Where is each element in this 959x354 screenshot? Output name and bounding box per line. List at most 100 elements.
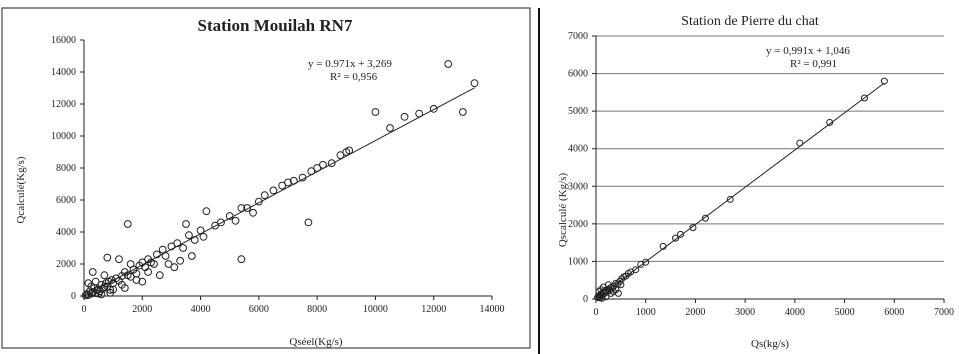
- chart-2-title: Station de Pierre du chat: [681, 14, 819, 29]
- chart-1-point: [150, 260, 158, 268]
- chart-1-title: Station Mouilah RN7: [198, 16, 353, 35]
- chart-1-point: [345, 146, 354, 155]
- chart-1-r2: R² = 0,956: [330, 71, 378, 83]
- chart-2-x-tick-label: 2000: [685, 307, 705, 318]
- chart-2-y-tick-label: 0: [583, 294, 588, 305]
- chart-1-x-tick-label: 4000: [191, 304, 211, 315]
- chart-1-y-tick-label: 2000: [56, 259, 76, 270]
- chart-1-x-tick-label: 12000: [421, 304, 446, 315]
- chart-2-point: [689, 224, 697, 232]
- chart-1-xlabel: Qséel(Kg/s): [289, 336, 342, 348]
- chart-1-point: [304, 218, 313, 227]
- chart-1-equation: y = 0.971x + 3,269: [308, 58, 392, 70]
- chart-1-point: [202, 207, 211, 216]
- chart-2-y-tick-label: 3000: [568, 181, 588, 192]
- chart-2-point: [860, 94, 868, 102]
- chart-1-point: [185, 231, 193, 240]
- chart-2-equation: y = 0,991x + 1,046: [766, 45, 850, 57]
- chart-1-point: [115, 255, 123, 264]
- chart-1-point: [126, 260, 135, 268]
- chart-1-y-tick-label: 8000: [56, 163, 76, 174]
- chart-1-point: [182, 220, 190, 228]
- chart-1-point: [217, 218, 225, 227]
- chart-2-x-tick-label: 0: [594, 307, 599, 318]
- chart-1-point: [123, 220, 132, 228]
- chart-2-y-tick-label: 5000: [568, 106, 588, 117]
- chart-1-trendline: [83, 87, 475, 297]
- chart-1-point: [444, 60, 453, 68]
- chart-1-point: [400, 112, 409, 121]
- chart-1-x-tick-label: 8000: [307, 304, 327, 315]
- chart-1-y-tick-label: 16000: [51, 35, 76, 46]
- chart-1-point: [260, 191, 269, 200]
- chart-mouilah: Station Mouilah RN7 0 2000 4000 6000 8000 100…: [1, 7, 531, 349]
- chart-2-trendline: [595, 82, 885, 300]
- chart-1-point: [429, 104, 438, 113]
- chart-1-y-tick-label: 6000: [56, 195, 76, 206]
- chart-1-point: [152, 250, 161, 259]
- chart-1-point: [187, 252, 196, 260]
- chart-2-y-tick-label: 1000: [568, 256, 588, 267]
- chart-1-point: [386, 124, 394, 132]
- chart-1-x-tick-label: 10000: [363, 304, 388, 315]
- chart-2-point: [701, 214, 709, 222]
- chart-2-x-tick-label: 1000: [636, 307, 656, 318]
- chart-1-point: [117, 280, 126, 289]
- chart-1-point: [155, 271, 164, 280]
- chart-1-point: [164, 260, 173, 268]
- chart-1-point: [97, 290, 106, 299]
- chart-1-point: [211, 221, 220, 230]
- chart-1-y-tick-label: 12000: [51, 99, 76, 110]
- chart-1-point: [170, 263, 179, 272]
- chart-1-point: [106, 288, 115, 297]
- chart-2-point: [632, 266, 640, 274]
- chart-1-point: [144, 268, 153, 276]
- chart-1-point: [278, 181, 287, 190]
- chart-1-point: [243, 204, 252, 212]
- chart-1-point: [458, 108, 467, 116]
- chart-2-x-tick-label: 7000: [934, 307, 954, 318]
- chart-1-point: [87, 282, 96, 291]
- chart-1-frame: [1, 7, 531, 349]
- chart-2-xlabel: Qs(kg/s): [751, 338, 789, 350]
- chart-pierre-du-chat: Station de Pierre du chat 0 1000 2000 3000 4…: [557, 14, 954, 350]
- chart-1-point: [132, 276, 141, 284]
- chart-2-point: [642, 258, 650, 266]
- chart-1-y-tick-label: 10000: [51, 131, 76, 142]
- chart-1-point: [158, 245, 167, 254]
- chart-1-point: [231, 216, 240, 225]
- chart-2-x-tick-label: 3000: [735, 307, 755, 318]
- chart-2-y-tick-label: 6000: [568, 69, 588, 80]
- chart-1-point: [327, 159, 336, 168]
- chart-1-point: [470, 79, 479, 88]
- chart-2-point: [672, 234, 680, 242]
- chart-1-x-tick-label: 14000: [480, 304, 505, 315]
- chart-1-point: [106, 286, 115, 294]
- chart-1-y-tick-label: 0: [71, 291, 76, 302]
- chart-2-point: [614, 289, 622, 297]
- chart-1-point: [138, 277, 147, 286]
- chart-2-point: [726, 195, 734, 203]
- chart-2-r2: R² = 0,991: [790, 58, 837, 70]
- chart-1-y-tick-label: 14000: [51, 67, 76, 78]
- chart-1-ylabel: Qcalculé(Kg/s): [15, 156, 27, 224]
- chart-2-point: [595, 287, 603, 295]
- chart-2-y-tick-label: 7000: [568, 31, 588, 42]
- chart-1-point: [126, 272, 135, 281]
- chart-1-y-tick-label: 4000: [56, 227, 76, 238]
- chart-1-point: [249, 208, 257, 217]
- chart-1-point: [81, 291, 90, 300]
- chart-1-point: [269, 186, 278, 195]
- chart-1-point: [179, 244, 187, 252]
- chart-1-point: [237, 204, 246, 212]
- chart-2-x-tick-label: 5000: [835, 307, 855, 318]
- chart-1-point: [94, 289, 103, 298]
- chart-2-point: [826, 118, 834, 126]
- chart-2-point: [880, 77, 888, 85]
- chart-1-point: [371, 108, 380, 116]
- chart-2-x-tick-label: 6000: [884, 307, 904, 318]
- chart-1-point: [336, 151, 345, 160]
- chart-1-point: [91, 277, 100, 286]
- chart-1-point: [176, 256, 185, 265]
